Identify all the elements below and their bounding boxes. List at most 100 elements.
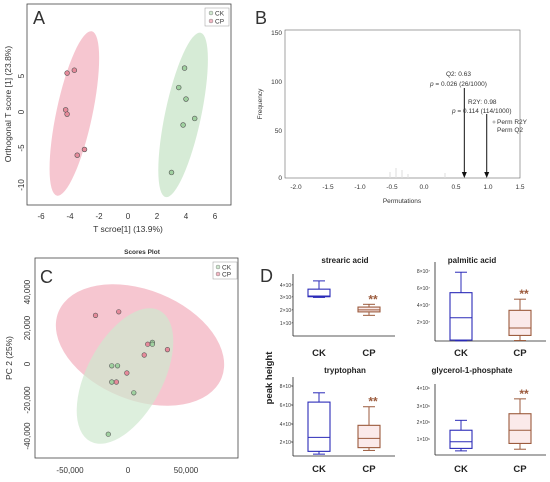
y-tick: 5 [17, 73, 26, 78]
y-tick: 4×10⁶ [280, 422, 293, 428]
significance-stars: ** [519, 387, 529, 401]
x-tick: 2 [155, 212, 160, 221]
confidence-ellipse-ck [158, 32, 208, 198]
score-point-cp [141, 352, 147, 358]
panel-b-frame [284, 29, 521, 179]
panel-a-x-label: T scroe[1] (13.9%) [93, 224, 163, 234]
x-tick: -2 [95, 212, 103, 221]
score-point-ck [109, 379, 115, 385]
panel-a-legend: CK CP [204, 7, 230, 27]
boxplot-title: tryptophan [324, 366, 366, 375]
boxplot-strearic-acid: strearic acid 4×10⁷ 3×10⁷ 2×10⁷ 1×10⁷ CK… [280, 256, 376, 359]
score-point-ck [109, 363, 115, 369]
x-tick: -1.5 [322, 184, 334, 191]
x-tick: 0 [126, 212, 131, 221]
x-tick: 4 [184, 212, 189, 221]
box-iqr-ck [449, 429, 473, 449]
y-tick: 0 [23, 361, 32, 366]
perm-histogram [389, 168, 446, 178]
legend-label-cp: CP [222, 272, 231, 279]
x-category-cp: CP [362, 348, 376, 359]
panel-d: D peak height strearic acid 4×10⁷ 3×10⁷ … [260, 256, 546, 475]
significance-stars: ** [368, 292, 378, 306]
score-point-ck [180, 122, 186, 128]
y-tick: 8×10⁶ [280, 384, 293, 390]
x-tick: 1.5 [515, 184, 524, 191]
score-point-cp [145, 341, 151, 347]
r2y-p-value: p = 0.114 (114/1000) [451, 108, 512, 115]
q2-value: Q2: 0.63 [446, 71, 471, 78]
y-tick: 50 [275, 128, 283, 135]
x-tick: 6 [213, 212, 218, 221]
x-tick: -0.5 [386, 184, 398, 191]
boxplot-tryptophan: tryptophan 8×10⁶ 6×10⁶ 4×10⁶ 2×10⁶ CK CP [280, 366, 377, 475]
panel-c: Scores Plot C CK CP 40,000 20,000 0 -20,… [4, 249, 239, 475]
y-tick: 0 [278, 175, 282, 182]
y-tick: -20,000 [23, 386, 32, 414]
marker-arrow-q2 [461, 172, 467, 178]
y-tick: 2×10⁶ [280, 440, 293, 446]
score-point-ck [183, 96, 189, 102]
panel-b: B 150 100 50 0 -2.0 -1.5 -1.0 -0.5 0.0 0… [255, 8, 528, 205]
y-tick: 8×10⁷ [417, 269, 430, 275]
score-point-ck [168, 169, 175, 176]
score-point-cp [113, 379, 119, 385]
r2y-value: R2Y: 0.98 [468, 99, 497, 106]
panel-b-x-ticks: -2.0 -1.5 -1.0 -0.5 0.0 0.5 1.0 1.5 [290, 184, 524, 191]
panel-b-label: B [255, 8, 267, 28]
legend-label-ck: CK [215, 11, 225, 18]
score-point-ck [192, 115, 198, 122]
panel-d-label: D [260, 266, 273, 286]
q2-p-symbol: p [429, 81, 434, 88]
y-tick: 40,000 [23, 279, 32, 304]
x-tick: -4 [66, 212, 74, 221]
boxplot-title: glycerol-1-phosphate [432, 366, 513, 375]
box-iqr-cp [508, 413, 532, 444]
x-category-ck: CK [312, 464, 326, 475]
box-iqr-ck [307, 288, 331, 298]
y-tick: 6×10⁷ [417, 286, 430, 292]
q2-p-value: p = 0.026 (26/1000) [429, 81, 487, 88]
x-tick: 0.0 [419, 184, 428, 191]
legend-marker-r2y [492, 120, 496, 124]
x-category-ck: CK [454, 464, 468, 475]
y-tick: 3×10⁷ [280, 295, 293, 301]
score-point-ck [131, 390, 137, 396]
x-tick: -50,000 [56, 466, 84, 475]
panel-a-y-ticks: 5 0 -5 -10 [17, 73, 26, 191]
x-tick: 50,000 [174, 466, 199, 475]
score-point-ck [114, 363, 121, 369]
y-tick: 150 [271, 30, 282, 37]
y-tick: 2×10⁷ [280, 308, 293, 314]
panel-b-legend: Perm R2Y Perm Q2 [492, 119, 528, 134]
panel-a: A CK CP -6 -4 -2 0 2 4 6 5 0 -5 -10 T sc… [3, 3, 232, 234]
r2y-p-text: = 0.114 (114/1000) [456, 108, 512, 115]
y-tick: 1×10⁷ [280, 321, 293, 327]
legend-marker-cp [208, 18, 214, 24]
y-tick: 4×10⁷ [417, 303, 430, 309]
panel-d-boxes: ** ** ** ** [292, 262, 546, 457]
boxplot-title: strearic acid [321, 256, 368, 265]
x-tick: 0.5 [451, 184, 460, 191]
legend-marker-ck [208, 10, 214, 16]
q2-p-text: = 0.026 (26/1000) [434, 81, 487, 88]
panel-a-label: A [33, 8, 45, 28]
panel-a-ellipses [49, 31, 208, 198]
box-iqr-cp [357, 424, 381, 449]
score-point-cp [124, 370, 130, 376]
x-tick: -1.0 [354, 184, 366, 191]
legend-perm-q2: Perm Q2 [497, 127, 523, 134]
legend-label-ck: CK [222, 265, 232, 272]
panel-c-points [92, 309, 171, 437]
score-point-cp [116, 309, 122, 315]
x-tick: -6 [37, 212, 45, 221]
legend-perm-r2y: Perm R2Y [497, 119, 528, 126]
panel-c-label: C [40, 267, 53, 287]
boxplot-glycerol-1-phosphate: glycerol-1-phosphate 4×10⁶ 3×10⁶ 2×10⁶ 1… [417, 366, 528, 475]
score-point-cp [164, 347, 171, 353]
panel-a-y-label: Orthogonal T score [1] (23.8%) [3, 46, 13, 163]
y-tick: -5 [17, 144, 26, 152]
x-tick: -2.0 [290, 184, 302, 191]
x-category-cp: CP [362, 464, 376, 475]
